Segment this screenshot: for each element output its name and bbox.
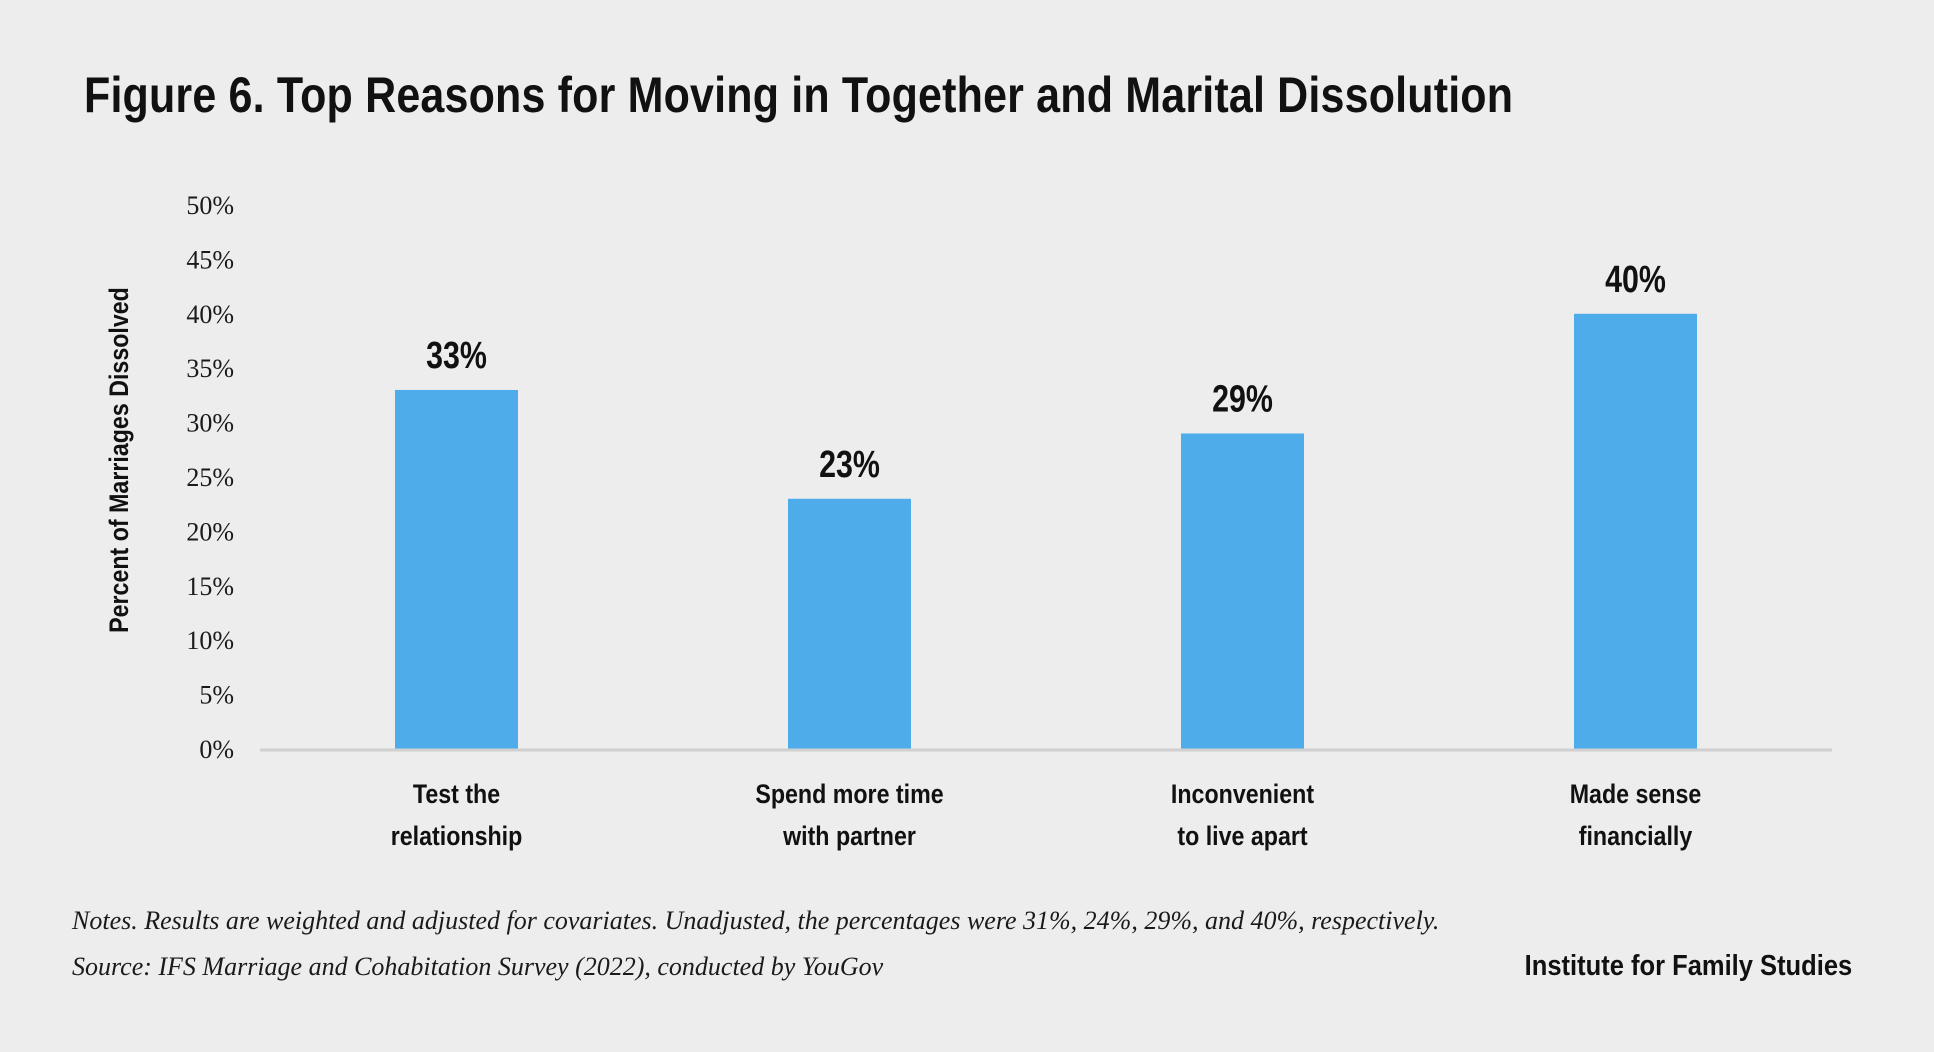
- data-label: 23%: [819, 444, 880, 486]
- bar: [395, 389, 518, 749]
- chart-title: Figure 6. Top Reasons for Moving in Toge…: [84, 67, 1514, 123]
- data-label: 29%: [1212, 378, 1273, 420]
- x-tick-labels: Test the relationship Spend more time with …: [391, 779, 1702, 851]
- y-tick-label: 20%: [186, 517, 234, 546]
- x-tick-label: to live apart: [1177, 821, 1308, 851]
- publisher-credit: Institute for Family Studies: [1524, 950, 1852, 982]
- data-label: 33%: [426, 335, 487, 377]
- chart-source: Source: IFS Marriage and Cohabitation Su…: [72, 952, 884, 981]
- y-axis-label: Percent of Marriages Dissolved: [104, 287, 134, 633]
- x-tick-label: relationship: [391, 821, 523, 851]
- y-tick-label: 15%: [186, 572, 234, 601]
- bar-chart: Percent of Marriages Dissolved 0% 5% 10% 15…: [104, 191, 1832, 851]
- data-label: 40%: [1605, 259, 1666, 301]
- y-axis-label-group: Percent of Marriages Dissolved: [104, 287, 134, 633]
- y-tick-label: 35%: [186, 354, 234, 383]
- y-tick-label: 30%: [186, 409, 234, 438]
- y-tick-label: 10%: [186, 626, 234, 655]
- data-labels: 33% 23% 29% 40%: [426, 259, 1666, 486]
- y-tick-labels: 0% 5% 10% 15% 20% 25% 30% 35% 40% 45% 50%: [186, 191, 234, 764]
- bars: [395, 313, 1697, 749]
- y-tick-label: 5%: [199, 681, 234, 710]
- x-tick-label: Inconvenient: [1171, 779, 1315, 809]
- x-tick-label: financially: [1579, 821, 1693, 851]
- bar: [1181, 433, 1304, 749]
- y-tick-label: 50%: [186, 191, 234, 220]
- y-tick-label: 45%: [186, 245, 234, 274]
- y-tick-label: 40%: [186, 300, 234, 329]
- y-tick-label: 0%: [199, 735, 234, 764]
- x-tick-label: Made sense: [1570, 779, 1702, 809]
- bar: [788, 498, 911, 749]
- y-tick-label: 25%: [186, 463, 234, 492]
- bar: [1574, 313, 1697, 749]
- x-tick-label: Spend more time: [755, 779, 943, 809]
- x-tick-label: with partner: [782, 821, 916, 851]
- x-tick-label: Test the: [413, 779, 500, 809]
- chart-notes: Notes. Results are weighted and adjusted…: [72, 906, 1440, 935]
